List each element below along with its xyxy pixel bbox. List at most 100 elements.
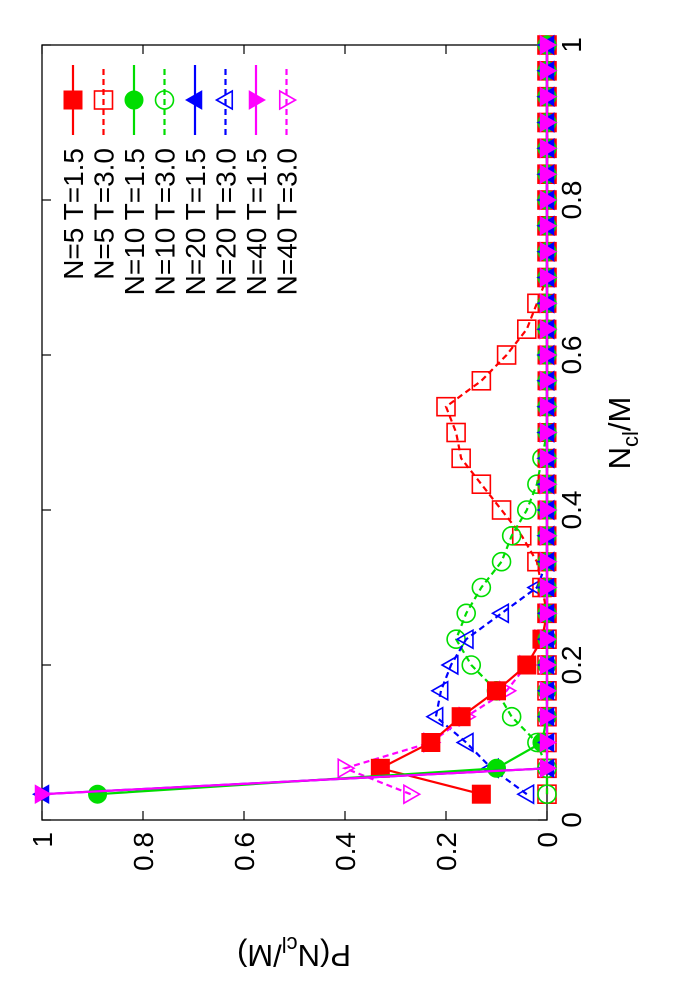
data-point (539, 577, 558, 598)
data-point (539, 732, 558, 753)
legend: N=5 T=1.5 N=5 T=3.0 N=10 T=1.5 N=10 T=3.0 N=… (58, 65, 303, 295)
x-tick-label: 0.6 (556, 336, 587, 375)
legend-marker (154, 90, 175, 110)
legend-entry: N=20 T=1.5 (180, 65, 211, 295)
axis-ticks: 0 0.2 0.4 0.6 0.8 1 0 0.2 0.4 0.6 0.8 1 (27, 37, 587, 871)
data-point (539, 215, 558, 236)
series-0 (370, 35, 557, 804)
y-tick-label: 0.8 (128, 832, 159, 871)
legend-marker (278, 89, 298, 111)
series-line (341, 45, 549, 796)
data-point (501, 706, 522, 727)
data-point (455, 732, 474, 753)
legend-entry: N=10 T=3.0 (150, 65, 181, 295)
x-axis-label: Ncl/M (602, 397, 643, 470)
data-point (539, 551, 558, 572)
x-tick-label: 1 (556, 37, 587, 53)
legend-entry: N=40 T=3.0 (272, 65, 303, 295)
data-point (539, 706, 558, 727)
data-point (403, 783, 422, 805)
x-tick-label: 0.2 (556, 646, 587, 685)
series-layer (31, 34, 558, 805)
data-point (421, 733, 441, 752)
data-point (440, 654, 459, 676)
data-point (501, 526, 522, 546)
y-tick-label: 0.2 (431, 832, 462, 871)
data-point (539, 241, 558, 262)
legend-label: N=10 T=1.5 (119, 148, 150, 295)
data-point (491, 551, 512, 572)
data-point (516, 783, 535, 805)
data-point (425, 706, 444, 728)
data-point (539, 758, 558, 779)
data-point (487, 758, 506, 778)
legend-label: N=40 T=1.5 (241, 148, 272, 295)
data-point (539, 190, 558, 210)
data-point (471, 577, 492, 598)
legend-entry: N=5 T=3.0 (89, 65, 120, 280)
legend-marker (248, 90, 267, 110)
data-point (539, 345, 558, 365)
data-point (539, 603, 558, 624)
data-point (539, 267, 558, 288)
legend-marker (184, 90, 203, 110)
data-point (337, 757, 356, 779)
data-point (471, 371, 492, 391)
data-point (456, 603, 477, 624)
legend-label: N=40 T=3.0 (272, 148, 303, 295)
legend-label: N=20 T=3.0 (211, 148, 242, 295)
legend-marker (63, 90, 83, 110)
legend-marker (214, 89, 234, 111)
legend-entry: N=5 T=1.5 (58, 65, 89, 280)
legend-label: N=5 T=1.5 (58, 148, 89, 280)
legend-entry: N=40 T=1.5 (241, 65, 272, 295)
data-point (539, 370, 558, 391)
legend-entry: N=20 T=3.0 (211, 65, 242, 295)
data-point (471, 474, 492, 494)
data-point (461, 655, 482, 675)
y-axis-label: P(Ncl/M) (237, 932, 351, 973)
y-tick-label: 0.4 (330, 832, 361, 871)
data-point (496, 345, 517, 365)
data-point (539, 525, 558, 546)
data-point (539, 138, 558, 159)
legend-label: N=5 T=3.0 (89, 148, 120, 280)
data-point (539, 448, 558, 469)
data-point (487, 681, 506, 701)
data-point (88, 784, 108, 804)
x-tick-label: 0 (556, 812, 587, 828)
data-point (516, 500, 537, 520)
data-point (537, 784, 557, 804)
data-point (539, 164, 558, 185)
data-point (436, 396, 456, 417)
data-point (539, 86, 558, 107)
data-point (539, 319, 558, 340)
data-point (539, 655, 558, 675)
data-point (517, 655, 537, 675)
data-point (471, 784, 491, 804)
data-point (539, 293, 558, 314)
legend-marker (124, 90, 144, 110)
legend-marker (93, 90, 114, 110)
data-point (539, 629, 558, 650)
data-point (455, 628, 474, 650)
legend-label: N=20 T=1.5 (180, 148, 211, 295)
data-point (430, 680, 449, 702)
x-tick-label: 0.8 (556, 181, 587, 220)
data-point (490, 602, 510, 624)
y-tick-label: 1 (27, 832, 58, 848)
legend-entry: N=10 T=1.5 (119, 65, 150, 295)
data-point (539, 35, 558, 55)
data-point (539, 474, 558, 495)
series-6 (34, 35, 558, 805)
data-point (491, 500, 512, 520)
legend-label: N=10 T=3.0 (150, 148, 181, 295)
data-point (539, 60, 558, 81)
data-point (516, 319, 537, 339)
y-tick-label: 0.6 (229, 832, 260, 871)
data-point (539, 500, 558, 520)
data-point (539, 680, 558, 701)
data-point (539, 396, 558, 417)
data-point (446, 422, 466, 443)
